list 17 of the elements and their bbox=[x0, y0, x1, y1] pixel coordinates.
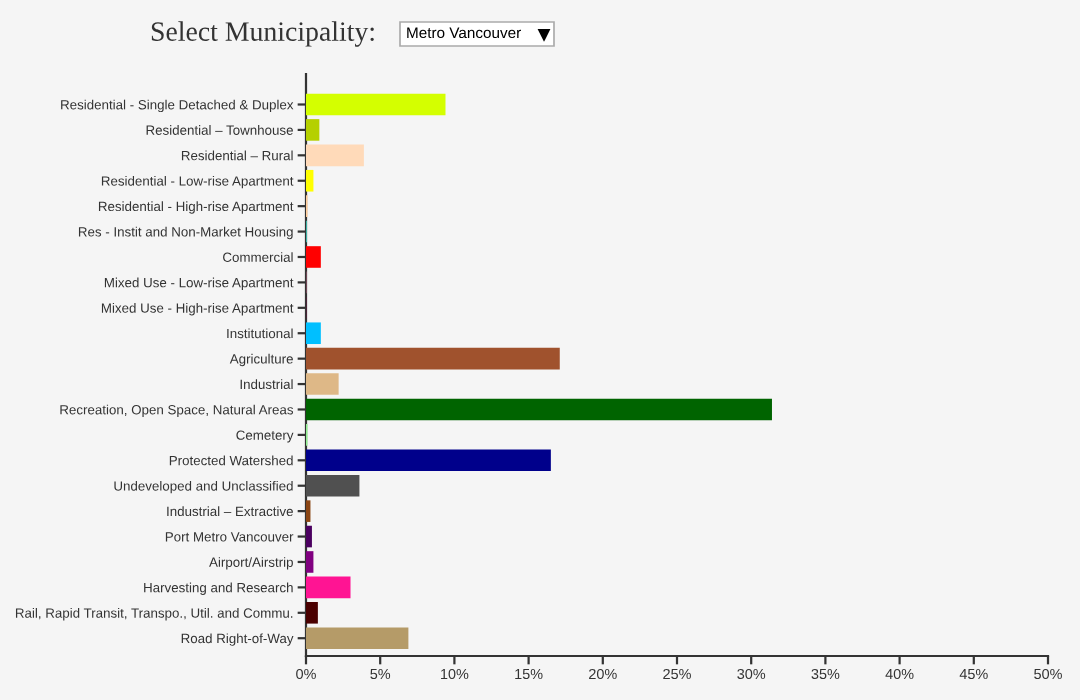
bar bbox=[306, 474, 360, 497]
bar bbox=[306, 246, 321, 268]
bar bbox=[306, 347, 560, 370]
bar bbox=[306, 93, 446, 116]
bar bbox=[306, 576, 351, 599]
chart-title: Select Municipality: bbox=[151, 21, 374, 47]
bar bbox=[306, 373, 339, 395]
bar bbox=[306, 525, 312, 548]
bar bbox=[306, 627, 409, 650]
bar bbox=[306, 398, 772, 421]
bar bbox=[306, 551, 314, 573]
bar bbox=[306, 322, 321, 345]
bar bbox=[306, 601, 318, 624]
bar bbox=[306, 169, 314, 192]
bar bbox=[306, 449, 551, 472]
bar bbox=[306, 119, 320, 141]
bar bbox=[306, 144, 364, 167]
